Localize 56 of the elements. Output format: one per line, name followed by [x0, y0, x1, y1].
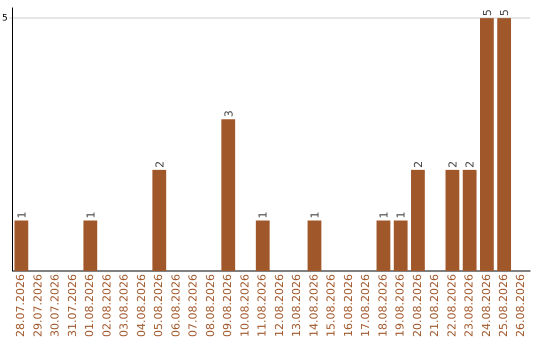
data-label: 1 [84, 211, 98, 218]
x-tick-label: 24.08.2026 [480, 274, 493, 338]
x-tick-label: 11.08.2026 [256, 274, 269, 338]
bar [308, 220, 322, 272]
x-tick-label: 14.08.2026 [307, 274, 320, 338]
x-tick-label: 29.07.2026 [31, 274, 44, 338]
data-label: 1 [394, 211, 408, 218]
x-tick-label: 18.08.2026 [376, 274, 390, 338]
data-label: 3 [222, 110, 236, 118]
bar [152, 170, 166, 272]
bar [256, 220, 270, 272]
bar [394, 220, 408, 272]
x-tick-label: 25.08.2026 [496, 274, 510, 338]
x-tick-label: 23.08.2026 [462, 274, 476, 338]
x-tick-label: 07.08.2026 [186, 274, 200, 338]
data-label: 2 [412, 160, 425, 168]
x-tick-label: 12.08.2026 [272, 274, 286, 338]
bar [411, 170, 425, 272]
bar [497, 18, 512, 272]
x-tick-label: 06.08.2026 [169, 274, 182, 338]
x-tick-label: 22.08.2026 [445, 274, 458, 338]
data-label: 1 [377, 211, 390, 218]
x-tick-label: 02.08.2026 [100, 274, 114, 338]
data-label: 5 [498, 9, 512, 16]
bar [446, 170, 460, 272]
data-label: 2 [446, 160, 460, 168]
x-tick-label: 01.08.2026 [83, 274, 96, 338]
x-tick-label: 19.08.2026 [394, 274, 407, 338]
x-tick-label: 05.08.2026 [152, 274, 166, 338]
x-tick-label: 20.08.2026 [410, 274, 424, 338]
bar [376, 220, 390, 272]
x-tick-label: 10.08.2026 [238, 274, 252, 338]
data-label: 5 [480, 9, 494, 16]
x-tick-label: 28.07.2026 [14, 274, 28, 338]
x-tick-label: 26.08.2026 [514, 274, 528, 338]
data-label: 1 [308, 211, 322, 218]
x-tick-label: 16.08.2026 [342, 274, 355, 338]
x-tick-label: 04.08.2026 [134, 274, 148, 338]
bar [14, 220, 28, 272]
x-tick-label: 09.08.2026 [221, 274, 234, 338]
bar [221, 119, 236, 272]
x-tick-label: 13.08.2026 [290, 274, 304, 338]
x-tick-label: 30.07.2026 [48, 274, 62, 338]
x-tick-label: 08.08.2026 [204, 274, 217, 338]
data-label: 1 [256, 211, 270, 218]
bar [462, 170, 477, 272]
bar [480, 18, 494, 272]
x-tick-label: 03.08.2026 [118, 274, 131, 338]
data-label: 2 [464, 160, 477, 168]
data-label: 1 [15, 211, 28, 218]
x-tick-label: 31.07.2026 [66, 274, 79, 338]
bar [83, 220, 98, 272]
data-label: 2 [153, 160, 166, 168]
x-tick-label: 21.08.2026 [428, 274, 442, 338]
x-tick-label: 17.08.2026 [359, 274, 372, 338]
x-tick-label: 15.08.2026 [324, 274, 338, 338]
